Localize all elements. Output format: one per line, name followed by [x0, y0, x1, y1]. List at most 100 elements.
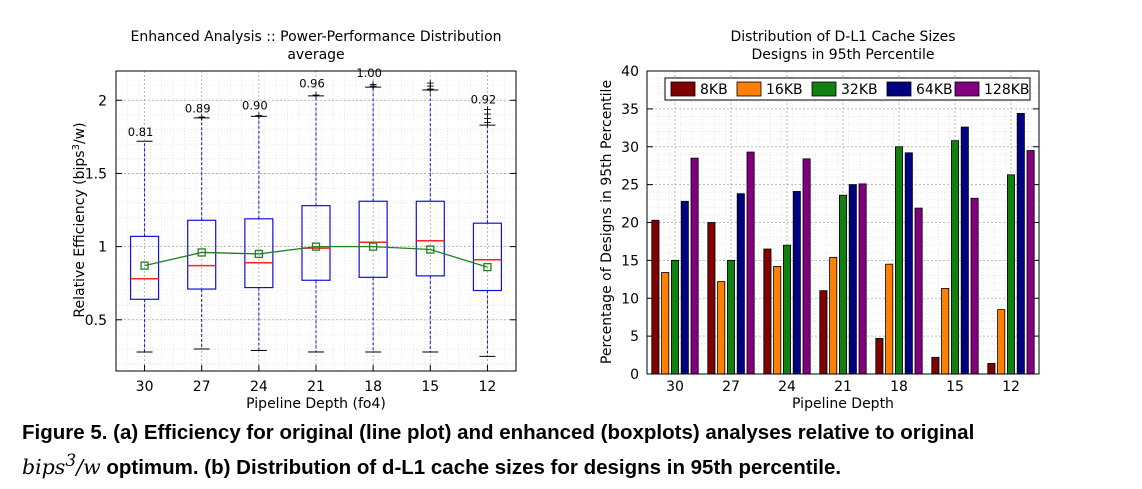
y-tick-label: 15 [621, 253, 639, 269]
max-label: 0.96 [299, 76, 325, 90]
line-marker [426, 245, 435, 254]
bar-32kb [782, 244, 791, 375]
outlier-marker: + [369, 80, 378, 93]
box [129, 235, 160, 300]
box [415, 200, 445, 277]
bar-16kb [941, 288, 950, 375]
bar-panel: Distribution of D-L1 Cache Sizes Designs… [560, 0, 1142, 415]
x-tick-label: 27 [193, 379, 211, 395]
bar-16kb [997, 309, 1006, 375]
bar-64kb [960, 126, 969, 375]
bar-128kb [858, 183, 867, 375]
line-marker [254, 249, 264, 259]
bar-16kb [885, 263, 894, 375]
legend-label: 32KB [841, 82, 878, 98]
legend-swatch [886, 81, 912, 97]
x-tick-label: 15 [946, 379, 964, 395]
bar-64kb [1016, 113, 1025, 375]
y-tick-label: 20 [621, 216, 639, 232]
x-tick-label: 21 [834, 379, 852, 395]
bar-128kb [914, 207, 923, 375]
line-marker [483, 262, 492, 272]
bar-16kb [717, 281, 726, 375]
bar-16kb [661, 272, 670, 375]
legend-label: 64KB [916, 82, 953, 98]
bar-32kb [894, 146, 903, 375]
bar-32kb [726, 259, 735, 375]
bar-128kb [690, 157, 699, 375]
legend-label: 16KB [766, 82, 803, 98]
line-marker [140, 261, 149, 270]
x-axis-label: Pipeline Depth [792, 396, 894, 412]
box [472, 222, 503, 292]
y-axis-label: Relative Efficiency (bips3/w) [71, 122, 89, 317]
chart-title: Enhanced Analysis :: Power-Performance D… [130, 29, 501, 45]
outlier-marker: + [483, 116, 492, 129]
outlier-marker: + [426, 80, 435, 93]
outlier-marker: + [369, 78, 378, 91]
box [301, 205, 331, 281]
bar-8kb [987, 362, 996, 375]
bar-32kb [1006, 174, 1015, 375]
x-tick-label: 21 [307, 379, 325, 395]
x-tick-label: 24 [250, 379, 268, 395]
boxplot-panel: Enhanced Analysis :: Power-Performance D… [0, 0, 560, 415]
legend-swatch [811, 81, 837, 97]
bar-32kb [950, 140, 959, 375]
bar-chart: Distribution of D-L1 Cache Sizes Designs… [599, 29, 1040, 412]
caption-text-1: Figure 5. (a) Efficiency for original (l… [22, 421, 975, 444]
bar-8kb [875, 337, 884, 375]
bar-128kb [746, 151, 755, 375]
bar-64kb [792, 191, 801, 375]
boxplot-chart: Enhanced Analysis :: Power-Performance D… [71, 29, 517, 412]
plot-frame [115, 70, 517, 372]
legend-swatch [736, 81, 762, 97]
bar-32kb [671, 259, 680, 375]
legend-label: 128KB [984, 82, 1030, 98]
outlier-marker: + [254, 109, 263, 122]
legend-swatch [670, 81, 696, 97]
bar-8kb [819, 290, 828, 375]
y-tick-label: 1 [98, 240, 107, 256]
y-tick-label: 0.5 [85, 313, 107, 329]
bar-16kb [829, 256, 838, 375]
max-label: 0.89 [185, 101, 211, 115]
bar-8kb [931, 356, 940, 375]
y-axis-label: Percentage of Designs in 95th Percentile [599, 80, 615, 364]
x-tick-label: 30 [666, 379, 684, 395]
x-tick-label: 24 [778, 379, 796, 395]
max-label: 1.00 [356, 66, 382, 80]
y-tick-label: 0 [630, 367, 639, 383]
figure-caption: Figure 5. (a) Efficiency for original (l… [22, 418, 1127, 482]
y-tick-label: 1.5 [85, 166, 107, 182]
original-line [144, 245, 488, 268]
plot-frame [646, 70, 1040, 375]
x-tick-label: 12 [479, 379, 497, 395]
x-tick-label: 27 [722, 379, 740, 395]
box [187, 219, 217, 290]
y-tick-label: 5 [630, 329, 639, 345]
caption-math: bips3/w [22, 451, 101, 479]
x-axis-label: Pipeline Depth (fo4) [246, 396, 386, 412]
chart-title: Distribution of D-L1 Cache Sizes [730, 29, 955, 45]
bar-64kb [848, 184, 857, 375]
box [358, 200, 388, 278]
bar-32kb [838, 194, 847, 375]
y-tick-label: 40 [621, 64, 639, 80]
bar-8kb [763, 248, 772, 375]
bar-64kb [904, 152, 913, 375]
max-label: 0.92 [471, 93, 497, 107]
bar-64kb [736, 193, 745, 375]
legend-swatch [954, 81, 980, 97]
bar-8kb [707, 222, 716, 375]
chart-subtitle: average [287, 47, 344, 63]
outlier-marker: + [426, 77, 435, 90]
x-tick-label: 30 [136, 379, 154, 395]
y-tick-label: 30 [621, 140, 639, 156]
line-marker [197, 248, 206, 257]
caption-text-2: optimum. (b) Distribution of d-L1 cache … [100, 455, 842, 479]
bar-128kb [802, 158, 811, 375]
y-tick-label: 10 [621, 291, 639, 307]
x-tick-label: 18 [364, 379, 382, 395]
max-label: 0.90 [242, 98, 268, 112]
